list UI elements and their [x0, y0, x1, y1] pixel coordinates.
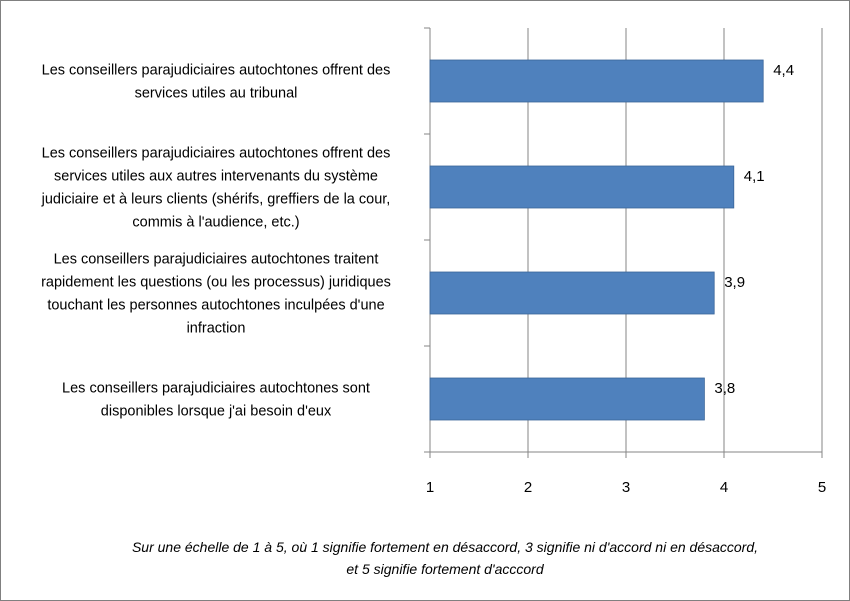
category-label-line: infraction [187, 321, 246, 337]
category-label-line: Les conseillers parajudiciaires autochto… [42, 146, 391, 162]
x-tick-label: 4 [720, 479, 728, 496]
data-label: 3,9 [724, 274, 745, 291]
category-label-line: Les conseillers parajudiciaires autochto… [42, 63, 391, 79]
x-tick-label: 1 [426, 479, 434, 496]
chart-footnote: Sur une échelle de 1 à 5, où 1 signifie … [60, 536, 830, 580]
category-label-line: services utiles aux autres intervenants … [54, 169, 378, 185]
bar [429, 377, 705, 421]
category-label-line: services utiles au tribunal [135, 86, 298, 102]
bar [429, 165, 735, 209]
category-label-line: touchant les personnes autochtones incul… [47, 298, 384, 314]
bar [429, 271, 715, 315]
category-label-line: judiciaire et à leurs clients (shérifs, … [41, 192, 391, 208]
data-label: 3,8 [714, 380, 735, 397]
category-label-line: Les conseillers parajudiciaires autochto… [54, 252, 379, 268]
category-label-line: Les conseillers parajudiciaires autochto… [62, 381, 370, 397]
x-tick-label: 2 [524, 479, 532, 496]
footnote-line: et 5 signifie fortement d'acccord [346, 561, 544, 577]
data-label: 4,1 [744, 168, 765, 185]
category-label-line: disponibles lorsque j'ai besoin d'eux [101, 404, 332, 420]
category-label-line: rapidement les questions (ou les process… [41, 275, 391, 291]
x-tick-label: 3 [622, 479, 630, 496]
data-label: 4,4 [773, 62, 794, 79]
footnote-line: Sur une échelle de 1 à 5, où 1 signifie … [131, 539, 759, 555]
bar [429, 59, 764, 103]
category-label-line: commis à l'audience, etc.) [132, 215, 299, 231]
x-tick-label: 5 [818, 479, 826, 496]
